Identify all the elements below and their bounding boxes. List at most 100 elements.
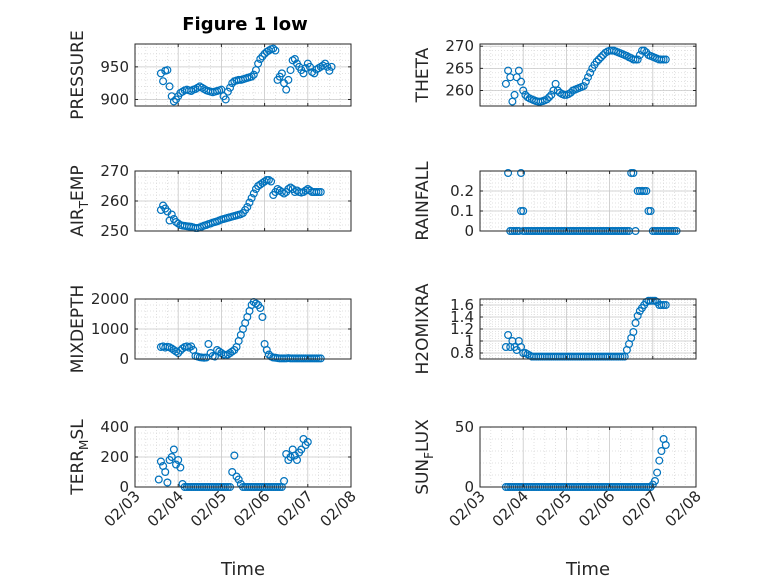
data-point	[256, 55, 265, 64]
data-point	[226, 83, 235, 92]
y-tick-label: 0.8	[450, 344, 474, 362]
y-axis-label: H2OMIXRA	[413, 283, 433, 374]
data-point	[176, 463, 185, 472]
data-point	[310, 69, 319, 78]
x-tick-label: 02/05	[187, 487, 230, 530]
data-point	[583, 73, 592, 82]
data-point	[262, 346, 271, 355]
data-point	[657, 301, 666, 310]
data-point	[154, 475, 163, 484]
data-point	[579, 82, 588, 91]
y-tick-label: 1	[464, 332, 474, 350]
y-tick-label: 1.4	[450, 308, 474, 326]
y-tick-label: 900	[100, 90, 129, 108]
data-point	[161, 468, 170, 477]
y-tick-label: 400	[100, 418, 129, 436]
data-point	[659, 55, 668, 64]
data-point	[305, 62, 314, 71]
y-tick-label: 950	[100, 58, 129, 76]
data-point	[629, 55, 638, 64]
axes-box	[479, 170, 697, 232]
data-point	[228, 79, 237, 88]
data-point	[277, 188, 286, 197]
data-point	[318, 61, 327, 70]
data-point	[167, 210, 176, 219]
y-axis-label: THETA	[413, 47, 433, 103]
x-tick-label: 02/06	[575, 487, 618, 530]
data-point	[514, 66, 523, 75]
data-point	[247, 194, 256, 203]
data-point	[517, 207, 526, 216]
data-point	[648, 296, 657, 305]
axes-box	[479, 426, 697, 488]
data-point	[653, 468, 662, 477]
data-point	[314, 354, 323, 363]
data-point	[517, 77, 526, 86]
data-point	[228, 347, 237, 356]
data-point	[657, 447, 666, 456]
data-point	[596, 53, 605, 62]
data-point	[280, 189, 289, 198]
x-tick-label: 02/04	[144, 487, 187, 530]
data-point	[644, 207, 653, 216]
y-tick-label: 0	[464, 222, 474, 240]
data-point	[156, 457, 165, 466]
data-point	[249, 70, 258, 79]
data-point	[262, 176, 271, 185]
data-point	[282, 85, 291, 94]
data-point	[169, 445, 178, 454]
data-point	[256, 304, 265, 313]
axes-pressure: 900 950 PRESSURE	[68, 30, 352, 120]
data-point	[501, 343, 510, 352]
data-point	[312, 188, 321, 197]
data-point	[258, 313, 267, 322]
data-point	[312, 354, 321, 363]
data-point	[629, 169, 638, 178]
data-point	[642, 187, 651, 196]
data-point	[657, 55, 666, 64]
data-point	[629, 328, 638, 337]
data-point	[245, 198, 254, 207]
y-tick-label: 270	[100, 162, 129, 180]
y-axis-label: AIRTEMP	[68, 165, 91, 236]
data-point	[659, 301, 668, 310]
data-point	[277, 69, 286, 78]
data-point	[592, 57, 601, 66]
data-point	[650, 477, 659, 486]
y-tick-label: 200	[100, 448, 129, 466]
data-point	[247, 72, 256, 81]
x-tick-label: 02/08	[662, 487, 705, 530]
y-axis-label: MIXDEPTH	[68, 285, 88, 374]
data-point	[243, 203, 252, 212]
x-tick-label: 02/08	[317, 487, 360, 530]
data-point	[290, 55, 299, 64]
axes-container: 900 950 PRESSURE 260 265 270 THETA 250 260 270 AIR…	[68, 30, 705, 580]
data-point	[267, 177, 276, 186]
x-tick-label: 02/05	[532, 487, 575, 530]
data-point	[501, 79, 510, 88]
data-point	[547, 90, 556, 99]
data-point	[519, 207, 528, 216]
data-point	[631, 319, 640, 328]
data-point	[637, 46, 646, 55]
y-tick-label: 1.2	[450, 320, 474, 338]
data-point	[661, 301, 670, 310]
data-point	[284, 185, 293, 194]
y-tick-label: 260	[445, 82, 474, 100]
y-axis-label: SUNFLUX	[413, 419, 436, 495]
y-tick-label: 50	[455, 418, 474, 436]
data-point	[258, 52, 267, 61]
data-point	[264, 176, 273, 185]
data-point	[303, 438, 312, 447]
y-tick-label: 0	[464, 478, 474, 496]
x-axis-label: Time	[220, 559, 265, 580]
data-point	[661, 55, 670, 64]
data-point	[301, 64, 310, 73]
data-point	[286, 183, 295, 192]
data-point	[165, 82, 174, 91]
data-point	[174, 456, 183, 465]
data-point	[269, 44, 278, 53]
data-point	[655, 456, 664, 465]
